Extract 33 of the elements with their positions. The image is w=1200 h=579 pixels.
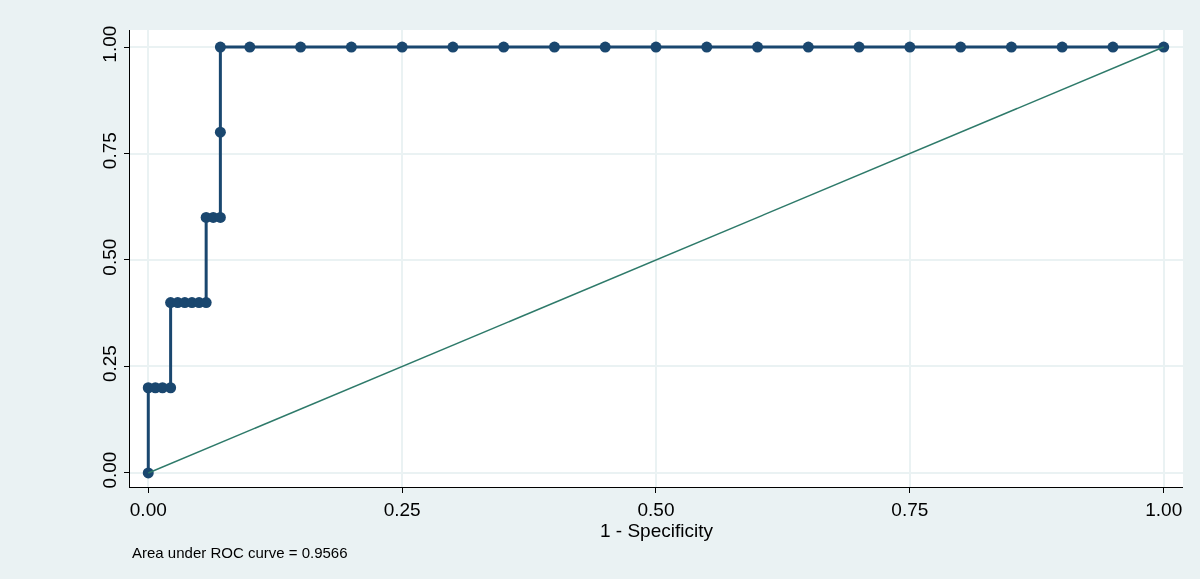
point [650, 41, 662, 53]
x-tick-label: 0.00 [129, 498, 167, 520]
point [214, 126, 226, 138]
y-tick-label: 0.25 [99, 345, 121, 383]
point [1056, 41, 1068, 53]
point [244, 41, 256, 53]
point [295, 41, 307, 53]
point [752, 41, 764, 53]
point [599, 41, 611, 53]
point [396, 41, 408, 53]
point [853, 41, 865, 53]
x-tick-label: 0.25 [383, 498, 421, 520]
text: Area under ROC curve = 0.9566 [132, 544, 348, 561]
point [802, 41, 814, 53]
point [1107, 41, 1119, 53]
y-tick-label: 0.00 [99, 451, 121, 489]
point [955, 41, 967, 53]
y-tick-label: 0.75 [99, 132, 121, 170]
x-tick-label: 0.75 [891, 498, 929, 520]
point [165, 382, 177, 394]
x-tick-label: 0.50 [637, 498, 675, 520]
y-tick-label: 1.00 [99, 25, 121, 63]
point [904, 41, 916, 53]
point [498, 41, 510, 53]
point [701, 41, 713, 53]
point [548, 41, 560, 53]
point [1005, 41, 1017, 53]
point [345, 41, 357, 53]
x-axis-title: 1 - Specificity [600, 519, 714, 541]
y-tick-label: 0.50 [99, 238, 121, 276]
point [447, 41, 459, 53]
point [214, 41, 226, 53]
x-tick-label: 1.00 [1145, 498, 1183, 520]
